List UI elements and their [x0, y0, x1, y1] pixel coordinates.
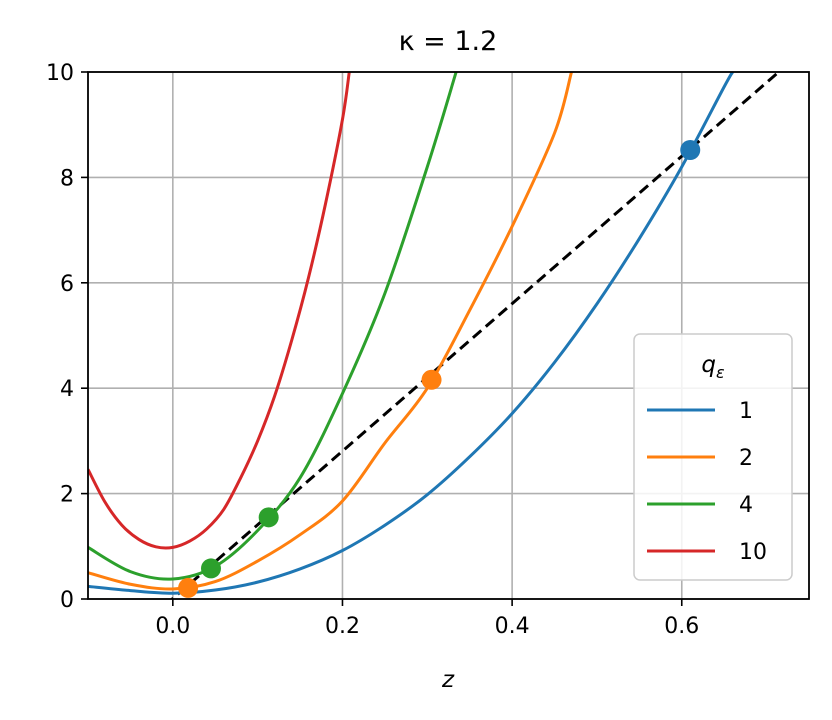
legend-title: qε — [701, 352, 725, 382]
series-line-1 — [88, 72, 734, 595]
chart-title: κ = 1.2 — [399, 26, 498, 57]
x-tick-label: 0.4 — [495, 614, 530, 639]
series-line-10 — [88, 72, 351, 550]
marker-layer — [178, 139, 701, 598]
series-layer — [88, 72, 734, 595]
legend: qε 1 2 4 10 — [633, 333, 793, 581]
series-marker-1 — [680, 139, 701, 160]
series-marker-4 — [200, 558, 221, 579]
legend-label-10: 10 — [739, 540, 767, 565]
legend-label-2: 2 — [739, 446, 753, 471]
plot-frame — [87, 71, 810, 600]
series-line-2 — [88, 72, 573, 591]
x-tick-label: 0.2 — [325, 614, 360, 639]
legend-label-1: 1 — [739, 399, 753, 424]
series-marker-2 — [178, 577, 199, 598]
y-tick-label: 8 — [60, 166, 74, 191]
series-line-4 — [88, 72, 458, 581]
y-tick-label: 10 — [46, 61, 74, 86]
y-tick-label: 0 — [60, 588, 74, 613]
x-tick-label: 0.6 — [664, 614, 699, 639]
y-tick-label: 6 — [60, 272, 74, 297]
legend-entries: 1 2 4 10 — [647, 399, 767, 565]
x-tick-label: 0.0 — [155, 614, 190, 639]
x-axis-label: z — [441, 667, 455, 693]
y-tick-label: 4 — [60, 377, 74, 402]
series-marker-2 — [421, 369, 442, 390]
y-tick-label: 2 — [60, 483, 74, 508]
ticks: 0.0 0.2 0.4 0.6 0 2 4 6 8 10 — [46, 61, 699, 639]
legend-label-4: 4 — [739, 493, 753, 518]
series-marker-4 — [258, 507, 279, 528]
